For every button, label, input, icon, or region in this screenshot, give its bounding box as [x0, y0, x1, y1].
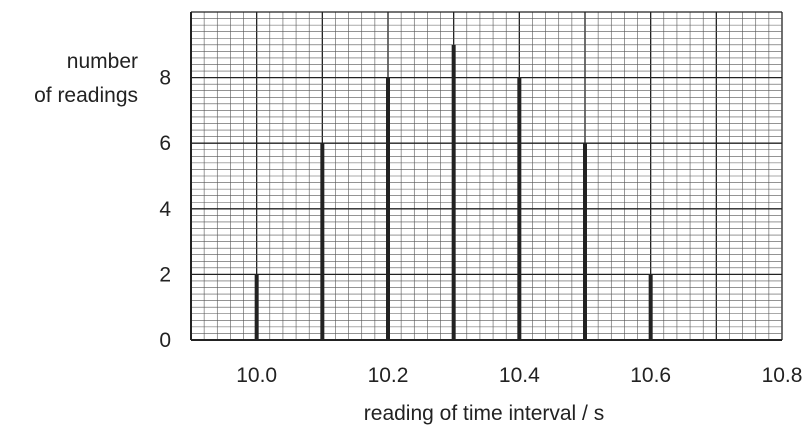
y-axis-label-line-1: number: [66, 50, 138, 73]
y-tick-label: 0: [159, 329, 171, 352]
x-tick-label: 10.4: [499, 364, 540, 387]
bar-10-6: [648, 274, 653, 340]
y-axis-label-line-2: of readings: [34, 84, 138, 107]
y-tick-label: 6: [159, 132, 171, 155]
x-tick-label: 10.0: [236, 364, 277, 387]
y-tick-labels: 0 2 4 6 8: [159, 67, 171, 352]
x-tick-labels: 10.0 10.2 10.4 10.6 10.8: [236, 364, 802, 387]
y-tick-label: 2: [159, 263, 171, 286]
bar-10-2: [386, 77, 390, 340]
y-tick-label: 4: [159, 198, 171, 221]
bar-10-5: [583, 143, 587, 340]
x-tick-label: 10.6: [630, 364, 671, 387]
bar-10-4: [517, 77, 522, 340]
y-tick-label: 8: [159, 67, 171, 90]
bar-10-1: [320, 143, 325, 340]
x-tick-label: 10.2: [368, 364, 409, 387]
bar-10-3: [451, 44, 456, 341]
bars: [254, 44, 653, 341]
bar-10: [254, 274, 259, 340]
x-tick-label: 10.8: [762, 364, 803, 387]
x-axis-label: reading of time interval / s: [363, 402, 605, 425]
grid: [190, 11, 783, 341]
